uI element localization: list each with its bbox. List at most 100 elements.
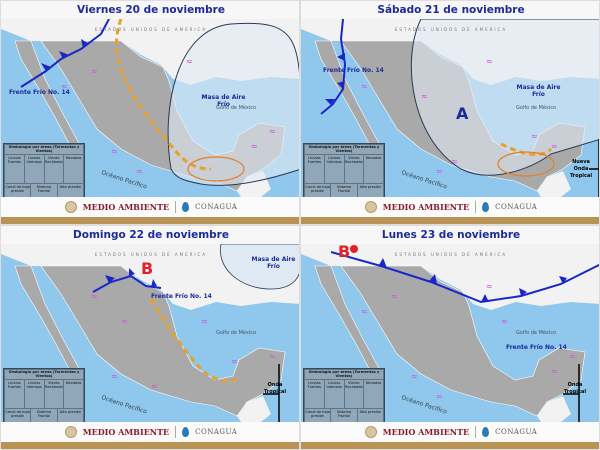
legend-item-label: Lluvias Fuertes [7, 156, 22, 164]
mexico-mainland [340, 265, 586, 417]
legend-item-label: Alta presión [59, 185, 82, 189]
legend-item-label: Sistema Frontal [36, 185, 52, 193]
legend-title: Simbología por áreas (Tormentas y Viento… [305, 370, 383, 379]
legend-item-label: Canal de baja presión [305, 410, 330, 418]
low-center-dot [350, 245, 358, 253]
cold-front-triangle [429, 274, 437, 284]
legend-item-label: Nevadas [65, 156, 82, 160]
conagua-drop-icon [182, 202, 190, 212]
legend-item: Viento Racheado [44, 380, 64, 408]
usa-label: ESTADOS UNIDOS DE AMERICA [95, 27, 207, 32]
central-america [537, 171, 571, 197]
gusty-wind-icon: ≈ [151, 382, 158, 391]
trough-line [149, 298, 237, 383]
legend-item: Viento Racheado [344, 155, 364, 183]
legend-item-label: Sistema Frontal [36, 410, 52, 418]
gulf-label: Golfo de México [516, 104, 556, 111]
forecast-panel: Domingo 22 de noviembre ≈ ≈ ≈ ≈ ≈ ≈ ≈ ESTADOS U… [0, 225, 300, 450]
legend-item-label: Sistema Frontal [336, 185, 352, 193]
front-label: Frente Frío No. 14 [151, 293, 212, 300]
conagua-drop-icon [182, 427, 190, 437]
legend-item-label: Lluvias Fuertes [307, 156, 322, 164]
legend-item: Lluvias Intensas [324, 380, 344, 408]
gusty-wind-icon: ≈ [411, 372, 418, 381]
legend-item-label: Sistema Frontal [336, 410, 352, 418]
tropical-wave-label: Onda Tropical [563, 382, 587, 395]
legend-item-label: Alta presión [59, 410, 82, 414]
cold-air-mass-boundary [219, 243, 299, 290]
trough-line [115, 18, 212, 171]
cold-front-triangle [105, 275, 115, 283]
medio-ambiente-logo: MEDIO AMBIENTE [382, 202, 470, 212]
usa-label: ESTADOS UNIDOS DE AMERICA [395, 252, 507, 257]
legend-item-label: Viento Racheado [344, 156, 363, 164]
air-mass-label: Masa de Aire Frío [251, 256, 296, 270]
cold-front-triangle [379, 258, 387, 268]
gusty-wind-icon: ≈ [111, 147, 118, 156]
gusty-wind-icon: ≈ [531, 132, 538, 141]
gusty-wind-icon: ≈ [501, 317, 508, 326]
legend-item: Viento Racheado [44, 155, 64, 183]
legend-item-label: Lluvias Fuertes [7, 381, 22, 389]
footer-logos: MEDIO AMBIENTE CONAGUA [1, 422, 299, 442]
usa-label: ESTADOS UNIDOS DE AMERICA [95, 252, 207, 257]
legend-item: Lluvias Fuertes [5, 380, 24, 408]
legend-title: Simbología por áreas (Tormentas y Viento… [5, 370, 83, 379]
cold-air-mass-boundary [167, 22, 299, 186]
weather-map: ≈ ≈ ≈ ≈ ≈ ≈ ≈ ESTADOS UNIDOS DE AMERICA Golfo d… [301, 18, 599, 197]
legend-item-label: Nevadas [65, 381, 82, 385]
legend-item-label: Viento Racheado [44, 156, 63, 164]
gusty-wind-icon: ≈ [269, 127, 276, 136]
low-pressure-label: B [141, 259, 154, 278]
legend-title: Simbología por áreas (Tormentas y Viento… [305, 145, 383, 154]
cold-front-line [92, 274, 162, 293]
gusty-wind-icon: ≈ [486, 282, 493, 291]
legend-item: Nevadas [364, 380, 383, 408]
cold-front-line [20, 18, 110, 88]
cold-front-line [330, 251, 599, 304]
central-america [537, 396, 571, 422]
cold-front-triangle [337, 81, 345, 89]
panel-title: Viernes 20 de noviembre [1, 1, 299, 19]
gusty-wind-icon: ≈ [91, 67, 98, 76]
gusty-wind-icon: ≈ [111, 372, 118, 381]
forecast-panel: Sábado 21 de noviembre ≈ ≈ ≈ ≈ ≈ ≈ ≈ ESTADOS UN… [300, 0, 600, 225]
gusty-wind-icon: ≈ [201, 317, 208, 326]
legend-item: Nevadas [64, 155, 83, 183]
gulf-label: Golfo de México [216, 104, 256, 111]
gusty-wind-icon: ≈ [486, 57, 493, 66]
legend-item-label: Lluvias Intensas [26, 156, 42, 164]
footer-logos: MEDIO AMBIENTE CONAGUA [301, 422, 599, 442]
legend-title: Simbología por áreas (Tormentas y Viento… [5, 145, 83, 154]
footer-strip [1, 217, 299, 224]
legend-item-label: Viento Racheado [44, 381, 63, 389]
conagua-drop-icon [482, 427, 490, 437]
gusty-wind-icon: ≈ [186, 57, 193, 66]
footer-logos: MEDIO AMBIENTE CONAGUA [1, 197, 299, 217]
air-mass-label: Masa de Aire Frío [201, 94, 246, 108]
gusty-wind-icon: ≈ [436, 392, 443, 401]
gusty-wind-icon: ≈ [391, 292, 398, 301]
legend-item: Lluvias Intensas [24, 380, 44, 408]
mexico-seal-icon [364, 201, 377, 213]
gusty-wind-icon: ≈ [451, 157, 458, 166]
legend-item-label: Canal de baja presión [305, 185, 330, 193]
legend-item: Nevadas [364, 155, 383, 183]
legend-item-label: Lluvias Intensas [326, 156, 342, 164]
legend-item-label: Canal de baja presión [5, 410, 30, 418]
tropical-wave-label: Onda Tropical [263, 382, 287, 395]
conagua-logo: CONAGUA [195, 428, 238, 436]
cold-front-triangle [81, 39, 89, 48]
legend-item-label: Alta presión [359, 410, 382, 414]
cold-front-line [320, 18, 347, 115]
gusty-wind-icon: ≈ [361, 307, 368, 316]
forecast-panel: Viernes 20 de noviembre ≈ ≈ ≈ ≈ ≈ ≈ ≈ ≈ ESTADOS … [0, 0, 300, 225]
usa-label: ESTADOS UNIDOS DE AMERICA [395, 27, 507, 32]
gusty-wind-icon: ≈ [436, 167, 443, 176]
heavy-rain-area [497, 151, 555, 177]
gusty-wind-icon: ≈ [201, 92, 208, 101]
cold-front-triangle [325, 99, 335, 105]
front-label: Frente Frío No. 14 [323, 67, 384, 74]
legend-item: Lluvias Fuertes [5, 155, 24, 183]
legend-item-label: Alta presión [359, 185, 382, 189]
